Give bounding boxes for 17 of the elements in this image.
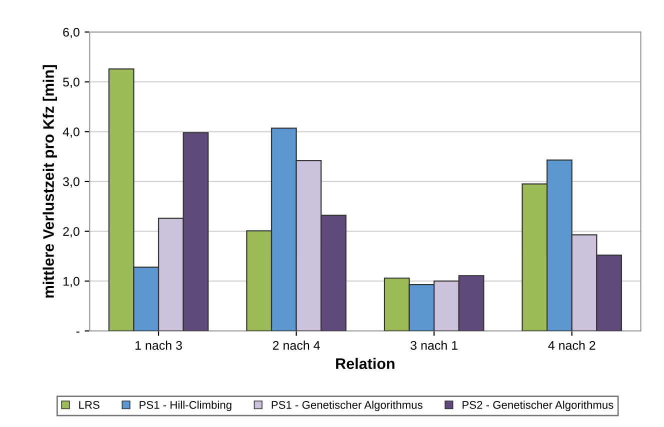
legend-label: PS2 - Genetischer Algorithmus bbox=[462, 400, 614, 412]
y-axis-title: mittlere Verlustzeit pro Kfz [min] bbox=[42, 65, 57, 298]
legend-label: PS1 - Genetischer Algorithmus bbox=[272, 400, 422, 412]
y-tick-label: - bbox=[76, 332, 80, 333]
y-tick-label: 6,0 bbox=[63, 28, 80, 38]
y-tick-label: 2,0 bbox=[63, 227, 80, 238]
x-tick-label: 1 nach 3 bbox=[136, 340, 182, 350]
y-tick-label: 3,0 bbox=[63, 177, 80, 188]
y-tick-label: 1,0 bbox=[63, 276, 80, 288]
x-tick-label: 3 nach 1 bbox=[410, 340, 458, 350]
y-tick-label: 4,0 bbox=[62, 127, 80, 138]
legend-label: LRS bbox=[79, 401, 100, 409]
x-tick-label: 4 nach 2 bbox=[548, 340, 596, 350]
y-tick-label: 5,0 bbox=[63, 78, 80, 88]
x-tick-label: 2 nach 4 bbox=[272, 340, 320, 350]
legend-label: PS1 - Hill-Climbing bbox=[140, 400, 232, 412]
x-axis-title: Relation bbox=[336, 358, 394, 370]
